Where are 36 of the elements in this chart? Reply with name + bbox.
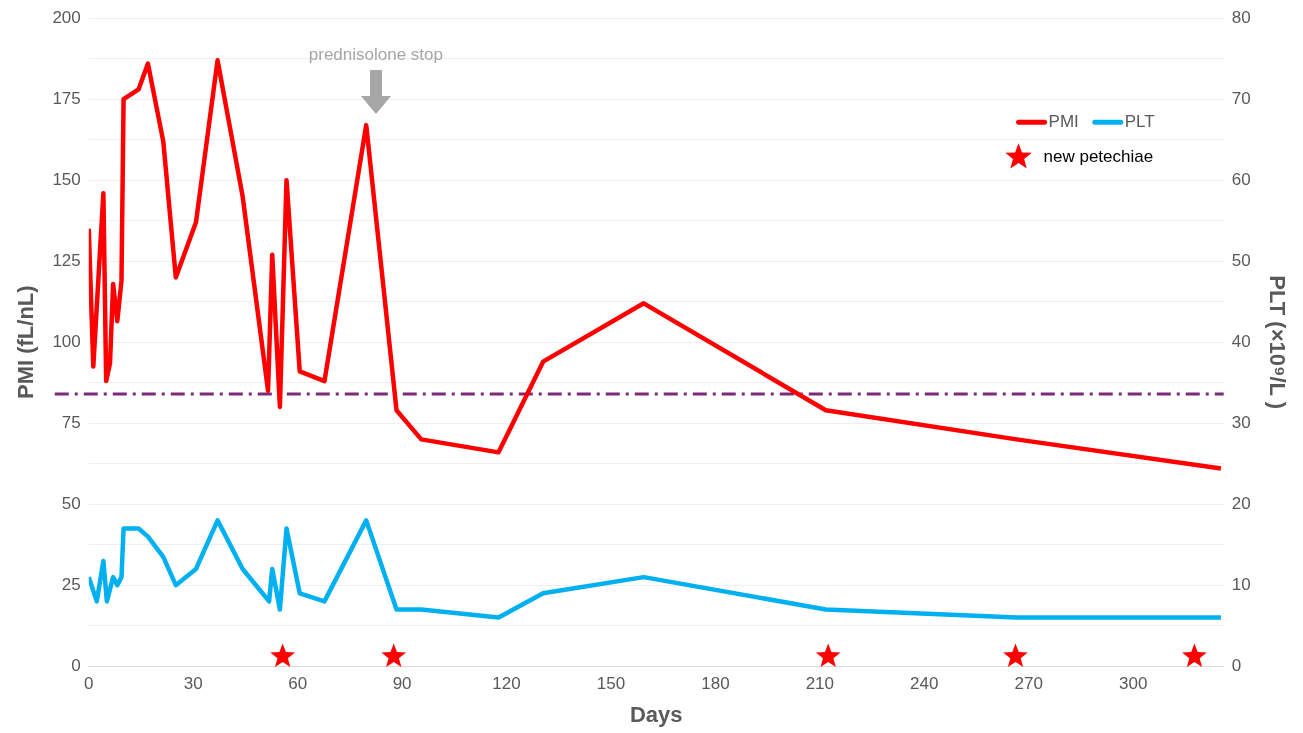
x-tick-label: 0 <box>84 674 94 694</box>
y2-tick-label: 50 <box>1231 250 1251 270</box>
y2-axis-title: PLT (×10⁹/L ) <box>1264 275 1290 410</box>
x-tick-label: 120 <box>492 674 521 694</box>
x-tick-label: 300 <box>1118 674 1148 694</box>
x-tick-label: 180 <box>701 674 730 694</box>
annotation: prednisolone stop <box>308 45 444 65</box>
y2-tick-label: 30 <box>1231 412 1251 432</box>
y-axis-title: PMI (fL/nL) <box>13 285 39 400</box>
x-tick-label: 30 <box>183 674 203 694</box>
x-axis-title: Days <box>629 701 683 727</box>
y-tick-label: 175 <box>52 88 81 108</box>
y-tick-label: 125 <box>52 250 81 270</box>
y-tick-label: 0 <box>71 655 81 675</box>
legend-label: PMI <box>1048 111 1079 131</box>
y-tick-label: 150 <box>52 169 81 189</box>
x-tick-label: 240 <box>910 674 939 694</box>
y2-tick-label: 70 <box>1231 88 1251 108</box>
y2-tick-label: 10 <box>1231 574 1251 594</box>
x-tick-label: 210 <box>805 674 835 694</box>
legend-label: new petechiae <box>1043 146 1154 166</box>
x-tick-label: 60 <box>288 674 308 694</box>
x-tick-label: 270 <box>1014 674 1043 694</box>
x-tick-label: 90 <box>392 674 412 694</box>
y2-tick-label: 80 <box>1231 7 1251 27</box>
y2-tick-label: 20 <box>1231 493 1251 513</box>
x-tick-label: 150 <box>596 674 626 694</box>
y2-tick-label: 40 <box>1231 331 1251 351</box>
y-tick-label: 200 <box>52 7 81 27</box>
y-tick-label: 50 <box>61 493 81 513</box>
legend-label: PLT <box>1124 111 1155 131</box>
y-tick-label: 75 <box>61 412 81 432</box>
y2-tick-label: 60 <box>1231 169 1251 189</box>
y-tick-label: 25 <box>61 574 81 594</box>
y-tick-label: 100 <box>52 331 81 351</box>
y2-tick-label: 0 <box>1231 655 1242 675</box>
